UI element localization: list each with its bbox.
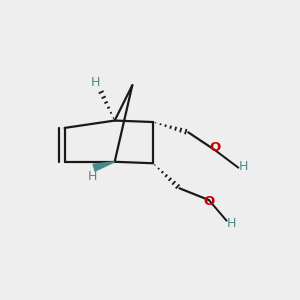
Text: O: O [204, 195, 215, 208]
Text: H: H [226, 217, 236, 230]
Text: H: H [88, 170, 97, 183]
Text: H: H [239, 160, 248, 173]
Text: H: H [91, 76, 100, 89]
Text: O: O [210, 141, 221, 154]
Polygon shape [93, 162, 115, 171]
